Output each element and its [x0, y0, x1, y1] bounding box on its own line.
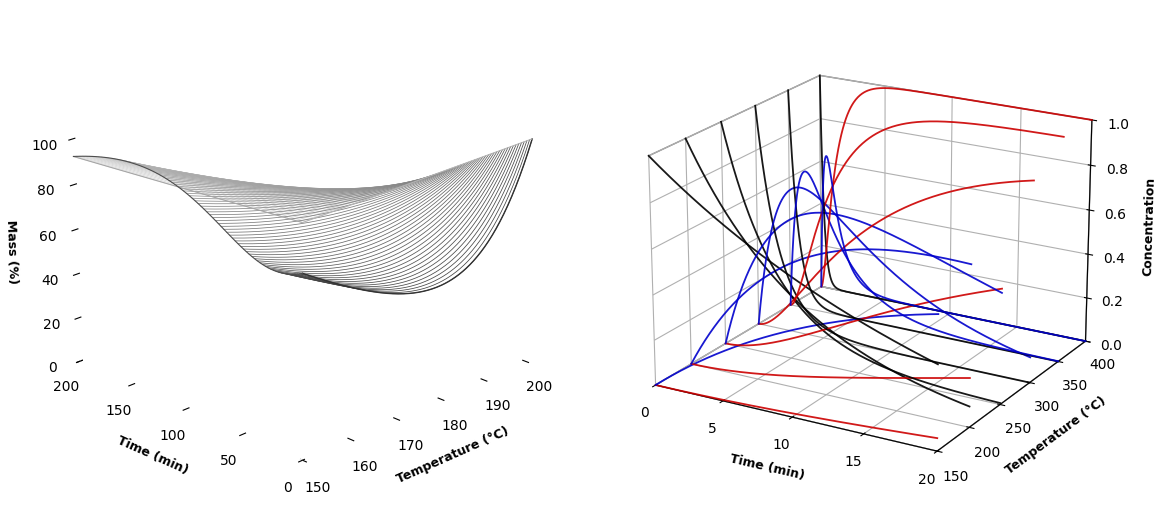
X-axis label: Temperature (°C): Temperature (°C) — [395, 425, 511, 486]
X-axis label: Time (min): Time (min) — [729, 452, 805, 482]
Y-axis label: Temperature (°C): Temperature (°C) — [1003, 394, 1109, 477]
Y-axis label: Time (min): Time (min) — [115, 434, 190, 477]
